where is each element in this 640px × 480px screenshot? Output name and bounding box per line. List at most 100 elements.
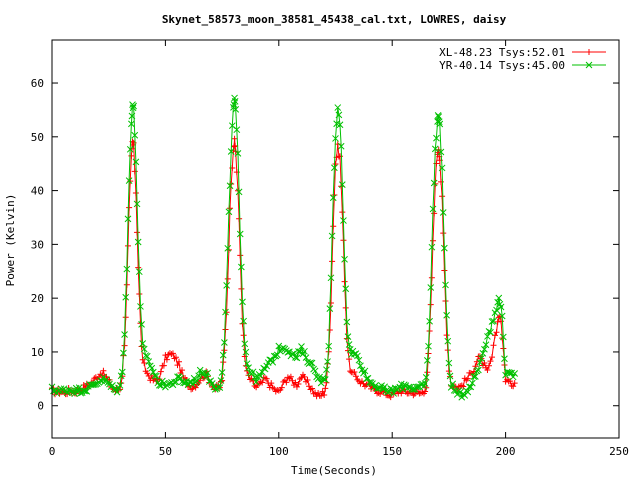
data-point <box>106 376 113 383</box>
data-point <box>126 204 133 211</box>
data-point <box>439 193 446 200</box>
data-point <box>132 158 140 166</box>
data-point <box>151 372 159 379</box>
data-point <box>293 354 301 362</box>
data-point <box>436 120 444 128</box>
data-point <box>437 178 444 185</box>
data-point <box>298 343 305 350</box>
data-point <box>327 299 334 306</box>
legend-label: XL-48.23 Tsys:52.01 <box>439 46 565 59</box>
data-point <box>132 189 139 196</box>
data-point <box>214 383 222 391</box>
data-point <box>319 388 326 395</box>
data-point <box>171 378 178 386</box>
y-tick-label: 20 <box>31 292 44 305</box>
data-point <box>324 358 331 365</box>
data-point <box>424 369 431 376</box>
x-tick-label: 50 <box>159 445 172 458</box>
data-point <box>174 362 181 369</box>
data-point <box>511 370 519 377</box>
data-point <box>149 368 157 376</box>
data-point <box>301 373 308 380</box>
data-point <box>155 381 163 389</box>
data-point <box>128 120 135 128</box>
data-point <box>75 384 83 391</box>
data-point <box>351 350 358 358</box>
data-point <box>347 368 354 375</box>
series-layer <box>48 94 519 401</box>
data-point <box>307 359 314 367</box>
data-point <box>337 142 345 150</box>
series-yr <box>48 94 519 401</box>
data-point <box>495 294 503 302</box>
x-axis-label: Time(Seconds) <box>291 464 377 477</box>
data-point <box>338 181 346 189</box>
data-point <box>423 384 430 391</box>
data-point <box>341 278 348 285</box>
data-point <box>298 374 305 381</box>
y-tick-label: 60 <box>31 77 44 90</box>
data-point <box>490 342 497 349</box>
data-point <box>493 329 500 336</box>
data-point <box>329 194 337 202</box>
data-point <box>431 145 439 153</box>
data-point <box>83 388 91 395</box>
data-point <box>226 182 234 190</box>
data-point <box>444 337 452 345</box>
data-point <box>340 237 347 244</box>
data-point <box>309 385 316 392</box>
data-point <box>241 340 249 348</box>
data-point <box>387 394 394 401</box>
data-point <box>140 345 148 353</box>
data-point <box>263 362 271 370</box>
data-point <box>223 309 230 316</box>
y-tick-label: 10 <box>31 346 44 359</box>
axes: 0 50 100 150 200 250 0 10 20 30 40 50 60 <box>31 40 629 458</box>
data-point <box>243 360 251 368</box>
data-point <box>222 326 229 333</box>
data-point <box>510 383 517 390</box>
data-point <box>221 339 228 346</box>
data-point <box>122 314 129 321</box>
data-point <box>131 168 138 175</box>
data-point <box>139 356 146 363</box>
data-point <box>238 263 245 271</box>
data-point <box>336 121 344 129</box>
data-point <box>162 352 169 359</box>
data-point <box>329 258 336 265</box>
data-point <box>100 367 107 374</box>
data-point <box>289 377 296 384</box>
data-point <box>478 354 485 362</box>
data-point <box>295 381 302 388</box>
data-point <box>217 377 225 384</box>
data-point <box>176 358 183 365</box>
y-tick-label: 50 <box>31 131 44 144</box>
data-point <box>479 349 487 357</box>
data-point <box>443 311 450 319</box>
data-point <box>169 350 176 357</box>
data-point <box>257 372 265 380</box>
data-point <box>124 242 131 249</box>
data-point <box>124 215 132 223</box>
data-point <box>134 229 141 236</box>
data-point <box>138 321 145 328</box>
data-point <box>498 318 505 325</box>
data-point <box>472 363 479 370</box>
data-point <box>278 384 285 391</box>
y-tick-label: 30 <box>31 238 44 251</box>
data-point <box>196 366 204 374</box>
data-point <box>441 267 448 274</box>
data-point <box>464 388 472 396</box>
data-point <box>482 341 490 349</box>
data-point <box>485 362 492 369</box>
data-point <box>351 369 358 376</box>
data-point <box>438 164 446 172</box>
data-point <box>408 385 416 393</box>
data-point <box>308 359 316 367</box>
data-point <box>443 332 450 339</box>
data-point <box>332 135 339 142</box>
data-point <box>192 384 199 391</box>
data-point <box>117 372 125 380</box>
data-point <box>328 232 336 240</box>
